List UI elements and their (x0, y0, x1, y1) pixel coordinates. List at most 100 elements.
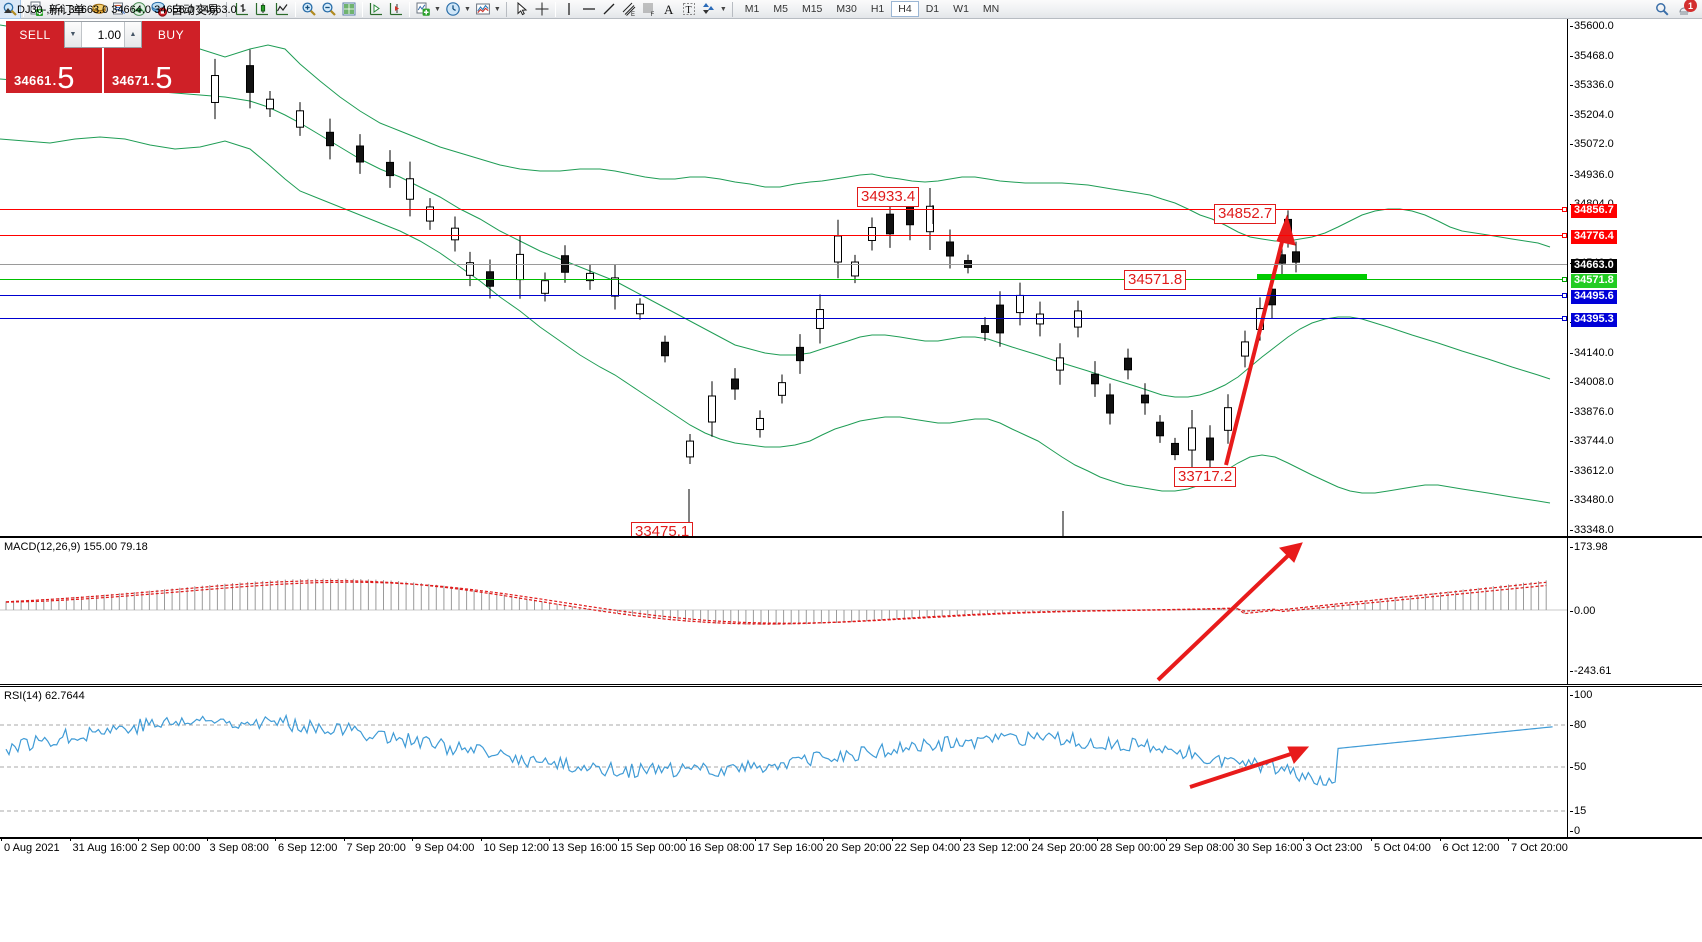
price-tick: 34008.0 (1570, 376, 1614, 389)
buy-button[interactable]: BUY (142, 21, 200, 48)
search-button[interactable] (1652, 0, 1672, 18)
volume-decrease-button[interactable]: ▼ (65, 22, 82, 47)
market-watch-button[interactable] (109, 0, 129, 18)
candlestick-icon (254, 1, 270, 17)
macd-pane[interactable]: MACD(12,26,9) 155.00 79.18 173.98 0.00 -24… (0, 537, 1702, 685)
tile-windows-button[interactable] (339, 0, 359, 18)
chevron-down-icon-3[interactable]: ▼ (493, 5, 501, 13)
time-tick: 5 Oct 04:00 (1371, 838, 1431, 854)
timeframe-h1[interactable]: H1 (870, 3, 885, 15)
text-tool-button[interactable]: A (659, 0, 679, 18)
annotation-33717[interactable]: 33717.2 (1174, 467, 1237, 487)
new-order-button[interactable]: 新订单 (27, 0, 89, 18)
zoom-in-button[interactable] (299, 0, 319, 18)
rsi-pane[interactable]: RSI(14) 62.7644 100 80 50 15 0 (0, 686, 1702, 838)
volume-value[interactable]: 1.00 (97, 27, 121, 42)
equidistant-channel-tool-button[interactable]: E (619, 0, 639, 18)
support-handle-34571[interactable] (1562, 277, 1567, 282)
svg-text:E: E (631, 12, 635, 17)
annotation-34852[interactable]: 34852.7 (1214, 204, 1277, 224)
horizontal-line-tool-button[interactable] (579, 0, 599, 18)
annotation-34571[interactable]: 34571.8 (1124, 270, 1187, 290)
period-button[interactable]: ▼ (443, 0, 473, 18)
volume-input[interactable]: ▼ 1.00 ▲ (64, 21, 142, 48)
chevron-down-icon-4[interactable]: ▼ (719, 5, 727, 13)
autotrading-button[interactable]: 自动交易 (149, 0, 223, 18)
auto-scroll-button[interactable] (386, 0, 406, 18)
toolbar-separator-4 (409, 1, 411, 17)
vertical-line-tool-button[interactable] (559, 0, 579, 18)
chevron-down-icon-2[interactable]: ▼ (463, 5, 471, 13)
price-tick: 35468.0 (1570, 49, 1614, 62)
crosshair-tool-button[interactable] (532, 0, 552, 18)
chevron-down-icon[interactable]: ▼ (434, 5, 441, 13)
price-level-label[interactable]: 34395.3 (1571, 313, 1617, 327)
toolbar-grip-2[interactable] (505, 1, 509, 17)
volume-increase-button[interactable]: ▲ (124, 22, 141, 47)
auto-scroll-icon (388, 1, 404, 17)
rsi-plot-area[interactable]: RSI(14) 62.7644 (0, 687, 1568, 837)
price-level-label[interactable]: 34856.7 (1571, 204, 1617, 218)
timeframe-m1[interactable]: M1 (744, 3, 760, 15)
resistance-line-34776[interactable] (0, 235, 1567, 236)
macd-scale[interactable]: 173.98 0.00 -243.61 (1569, 538, 1702, 684)
timeframe-m30[interactable]: M30 (836, 3, 857, 15)
macd-plot-area[interactable]: MACD(12,26,9) 155.00 79.18 (0, 538, 1568, 684)
support-handle-34395[interactable] (1562, 316, 1567, 321)
time-tick: 13 Sep 16:00 (548, 838, 618, 854)
price-tick: 33480.0 (1570, 494, 1614, 507)
price-scale[interactable]: 35600.0 35468.0 35336.0 35204.0 35072.0 34936… (1569, 19, 1702, 536)
buy-price-display[interactable]: 34671 . 5 (104, 48, 200, 93)
resistance-handle-34856[interactable] (1562, 207, 1567, 212)
timeframe-h4[interactable]: H4 (891, 1, 919, 17)
timeframe-w1[interactable]: W1 (953, 3, 969, 15)
time-tick: 30 Sep 16:00 (1233, 838, 1303, 854)
price-pane[interactable]: 34933.4 34852.7 34571.8 33475.1 33388.2 … (0, 19, 1702, 537)
text-label-tool-button[interactable]: T (679, 0, 699, 18)
annotation-33475[interactable]: 33475.1 (631, 522, 694, 536)
signals-button[interactable] (129, 0, 149, 18)
horizontal-line-icon (581, 1, 597, 17)
chart-shift-button[interactable] (366, 0, 386, 18)
time-tick: 28 Sep 00:00 (1096, 838, 1166, 854)
one-click-trading-panel[interactable]: SELL ▼ 1.00 ▲ BUY 34661 . 5 34671 . 5 (6, 21, 200, 93)
timeframe-m5[interactable]: M5 (773, 3, 788, 15)
symbol-name: DJ30-,H4 (17, 4, 64, 16)
candlestick-chart-button[interactable] (252, 0, 272, 18)
line-chart-button[interactable] (272, 0, 292, 18)
sell-price-display[interactable]: 34661 . 5 (6, 48, 104, 93)
price-level-label[interactable]: 34663.0 (1571, 259, 1617, 273)
bar-chart-button[interactable] (232, 0, 252, 18)
price-level-label[interactable]: 34495.6 (1571, 290, 1617, 304)
price-level-label[interactable]: 34776.4 (1571, 230, 1617, 244)
zoom-out-button[interactable] (319, 0, 339, 18)
time-axis[interactable]: 0 Aug 2021 31 Aug 16:00 2 Sep 00:00 3 Sep 0… (0, 838, 1702, 942)
timeframe-mn[interactable]: MN (982, 3, 1000, 15)
support-line-34395[interactable] (0, 318, 1567, 319)
resistance-handle-34776[interactable] (1562, 233, 1567, 238)
rsi-scale[interactable]: 100 80 50 15 0 (1569, 687, 1702, 837)
resistance-line-34856[interactable] (0, 209, 1567, 210)
macd-uptrend-arrow (1156, 542, 1303, 682)
support-line-34571[interactable] (0, 279, 1567, 280)
fibonacci-tool-button[interactable]: F (639, 0, 659, 18)
symbols-button[interactable] (89, 0, 109, 18)
cursor-tool-button[interactable] (512, 0, 532, 18)
annotation-34933[interactable]: 34933.4 (857, 187, 920, 207)
templates-button[interactable]: ▼ (473, 0, 503, 18)
notifications-button[interactable]: 1 (1676, 0, 1697, 18)
collapse-triangle-icon[interactable] (4, 7, 12, 13)
arrows-tool-button[interactable]: ▼ (699, 0, 729, 18)
support-line-34495[interactable] (0, 295, 1567, 296)
price-plot-area[interactable]: 34933.4 34852.7 34571.8 33475.1 33388.2 … (0, 19, 1568, 536)
support-handle-34495[interactable] (1562, 293, 1567, 298)
trendline-tool-button[interactable] (599, 0, 619, 18)
sell-button[interactable]: SELL (6, 21, 64, 48)
price-level-label[interactable]: 34571.8 (1571, 274, 1617, 288)
timeframe-m15[interactable]: M15 (801, 3, 823, 15)
timeframe-d1[interactable]: D1 (925, 3, 940, 15)
toolbar-grip[interactable] (226, 1, 230, 17)
sell-price-dot: . (52, 73, 57, 88)
add-indicator-button[interactable]: ▼ (413, 0, 443, 18)
toolbar-grip-3[interactable] (731, 1, 735, 17)
